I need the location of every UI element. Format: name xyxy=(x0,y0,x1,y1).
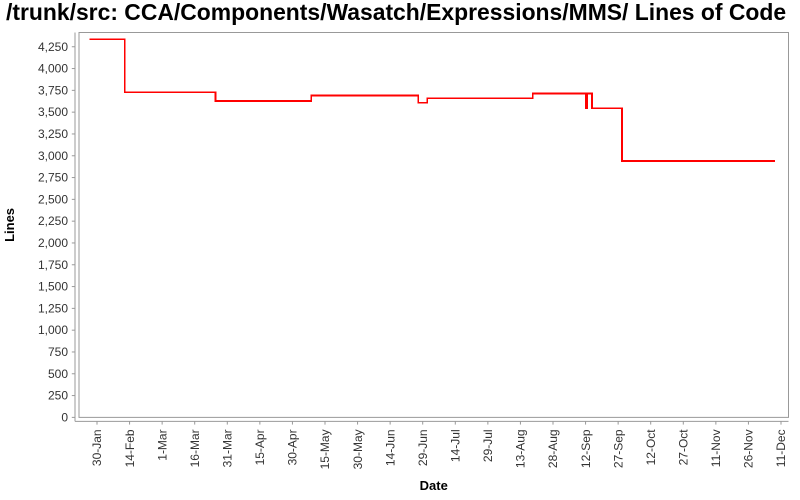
svg-text:3,750: 3,750 xyxy=(38,83,68,97)
svg-text:29-Jun: 29-Jun xyxy=(416,429,430,466)
svg-text:27-Sep: 27-Sep xyxy=(611,429,625,468)
svg-text:2,750: 2,750 xyxy=(38,171,68,185)
svg-text:14-Feb: 14-Feb xyxy=(123,429,137,467)
svg-text:11-Dec: 11-Dec xyxy=(774,429,788,467)
svg-text:30-Apr: 30-Apr xyxy=(286,429,300,465)
svg-text:Date: Date xyxy=(420,478,448,493)
svg-text:15-May: 15-May xyxy=(318,429,332,469)
svg-text:4,000: 4,000 xyxy=(38,62,68,76)
svg-text:500: 500 xyxy=(48,367,68,381)
svg-text:1,750: 1,750 xyxy=(38,258,68,272)
svg-text:3,500: 3,500 xyxy=(38,105,68,119)
svg-text:14-Jun: 14-Jun xyxy=(383,429,397,466)
svg-text:29-Jul: 29-Jul xyxy=(481,429,495,462)
svg-text:Lines: Lines xyxy=(2,208,17,242)
svg-text:2,250: 2,250 xyxy=(38,214,68,228)
svg-text:11-Nov: 11-Nov xyxy=(709,429,723,467)
svg-text:30-May: 30-May xyxy=(351,429,365,469)
svg-text:12-Sep: 12-Sep xyxy=(579,429,593,468)
svg-text:0: 0 xyxy=(61,410,68,424)
svg-text:3,250: 3,250 xyxy=(38,127,68,141)
svg-text:15-Apr: 15-Apr xyxy=(253,429,267,465)
svg-text:26-Nov: 26-Nov xyxy=(742,429,756,468)
svg-text:1,250: 1,250 xyxy=(38,301,68,315)
svg-text:250: 250 xyxy=(48,389,68,403)
svg-text:1,500: 1,500 xyxy=(38,280,68,294)
svg-text:3,000: 3,000 xyxy=(38,149,68,163)
svg-text:1-Mar: 1-Mar xyxy=(155,429,169,460)
svg-text:4,250: 4,250 xyxy=(38,40,68,54)
svg-text:31-Mar: 31-Mar xyxy=(220,429,234,467)
svg-text:12-Oct: 12-Oct xyxy=(644,429,658,466)
svg-text:30-Jan: 30-Jan xyxy=(90,429,104,466)
svg-text:27-Oct: 27-Oct xyxy=(676,429,690,466)
svg-text:14-Jul: 14-Jul xyxy=(448,429,462,462)
svg-text:750: 750 xyxy=(48,345,68,359)
svg-text:28-Aug: 28-Aug xyxy=(546,429,560,468)
svg-text:16-Mar: 16-Mar xyxy=(188,429,202,467)
svg-text:2,500: 2,500 xyxy=(38,192,68,206)
svg-text:1,000: 1,000 xyxy=(38,323,68,337)
svg-text:2,000: 2,000 xyxy=(38,236,68,250)
svg-text:13-Aug: 13-Aug xyxy=(514,429,528,468)
